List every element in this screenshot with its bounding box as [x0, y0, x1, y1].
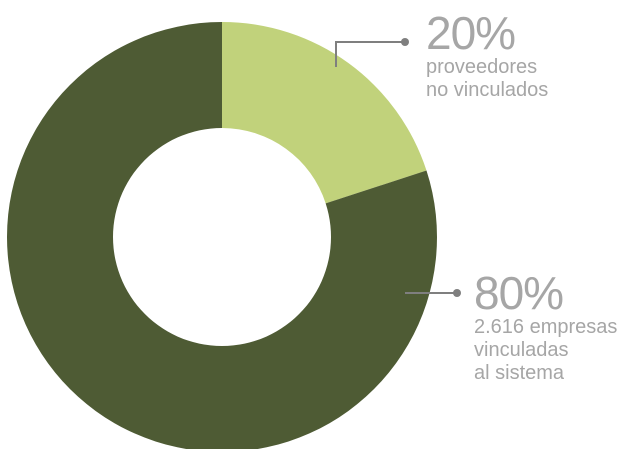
slice-description-line: proveedores	[426, 56, 538, 78]
slice-description-line: vinculadas	[474, 339, 569, 361]
leader-dot-no-vinculados	[401, 38, 409, 46]
slice-label-vinculadas: 80% 2.616 empresas vinculadas al sistema	[474, 270, 617, 385]
slice-label-no-vinculados: 20% proveedores no vinculados	[426, 10, 548, 102]
slice-description-line: 2.616 empresas	[474, 316, 618, 338]
leader-dot-vinculadas	[453, 289, 461, 297]
slice-vinculadas	[7, 22, 437, 449]
slice-no-vinculados	[222, 22, 427, 204]
slice-percent-vinculadas: 80%	[474, 267, 564, 319]
slice-percent-no-vinculados: 20%	[426, 7, 516, 59]
slice-description-line: no vinculados	[426, 79, 549, 101]
slice-description-line: al sistema	[474, 362, 565, 384]
leader-line-no-vinculados	[335, 41, 404, 67]
